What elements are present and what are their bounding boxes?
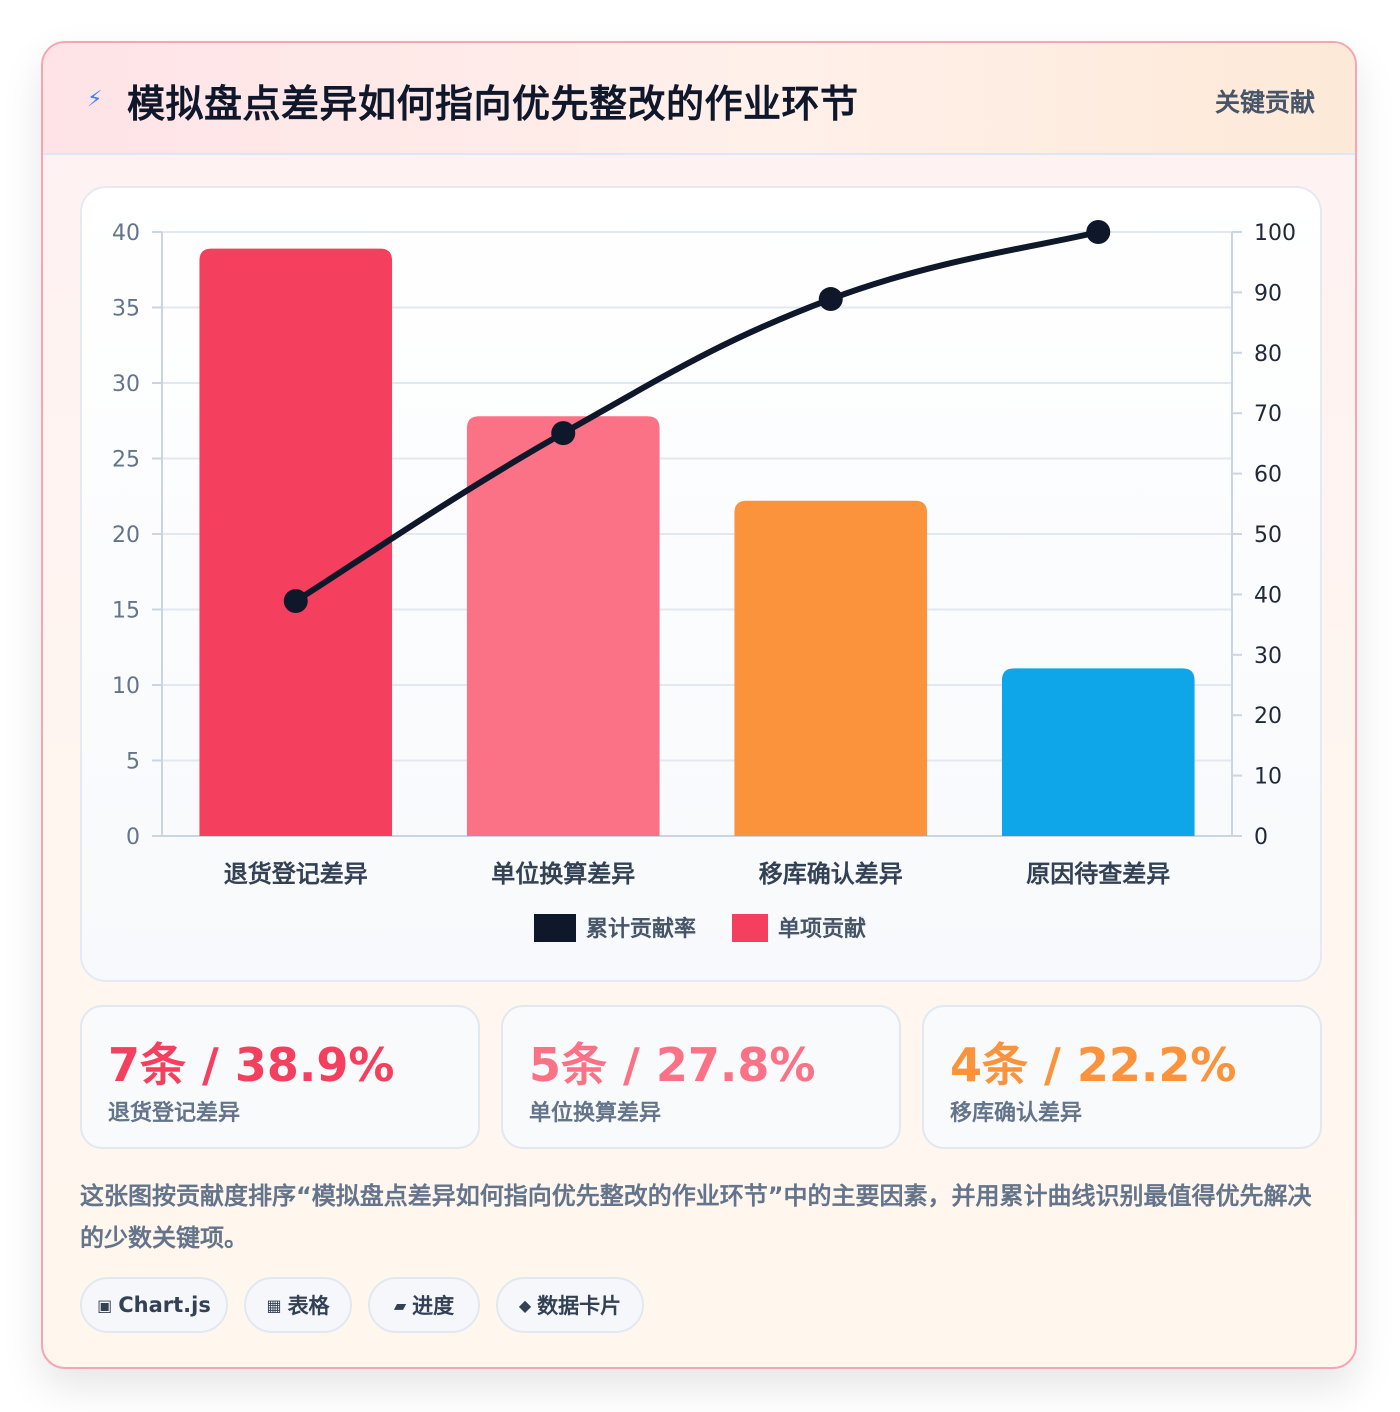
chip-progress[interactable]: ▰ 进度 (368, 1277, 480, 1333)
header-tag: 关键贡献 (1214, 88, 1315, 117)
right-tick-label: 100 (1254, 221, 1296, 246)
chart-icon: ▣ (97, 1295, 113, 1315)
left-tick-label: 5 (126, 750, 140, 775)
left-tick-label: 25 (112, 448, 140, 473)
right-tick-label: 70 (1254, 402, 1282, 427)
x-tick-label: 退货登记差异 (224, 860, 368, 888)
x-tick-label: 原因待查差异 (1026, 860, 1170, 888)
right-tick-label: 30 (1254, 644, 1282, 669)
left-tick-label: 35 (112, 297, 140, 322)
left-tick-label: 10 (112, 674, 140, 699)
cumulative-line (294, 229, 1099, 604)
legend-swatch (732, 914, 768, 942)
left-tick-label: 0 (126, 825, 140, 850)
right-tick-label: 20 (1254, 704, 1282, 729)
stat-label: 单位换算差异 (529, 1101, 662, 1126)
bar (466, 416, 660, 836)
chip-label: Chart.js (118, 1293, 211, 1317)
legend-label: 累计贡献率 (586, 916, 696, 942)
cumulative-point (283, 589, 308, 614)
stat-card-2: 5条 / 27.8% 单位换算差异 (501, 1005, 901, 1149)
pareto-chart: 0 5 10 15 20 25 30 35 40 0 10 20 30 40 50 60 70 80 90 100 退货… (112, 220, 1296, 942)
page-title: 模拟盘点差异如何指向优先整改的作业环节 (127, 82, 859, 126)
card-header: ⚡ 模拟盘点差异如何指向优先整改的作业环节 关键贡献 (43, 43, 1355, 155)
left-tick-label: 30 (112, 372, 140, 397)
left-tick-label: 40 (112, 221, 140, 246)
stat-label: 移库确认差异 (950, 1101, 1083, 1126)
stat-label: 退货登记差异 (108, 1101, 241, 1126)
bar (199, 248, 393, 837)
right-tick-label: 0 (1254, 825, 1268, 850)
left-tick-label: 20 (112, 523, 140, 548)
cumulative-point (551, 421, 576, 446)
cumulative-point (818, 287, 843, 312)
chip-label: 数据卡片 (537, 1294, 622, 1318)
stat-cards: 7条 / 38.9% 退货登记差异 5条 / 27.8% 单位换算差异 4条 /… (80, 1005, 1322, 1149)
data-card-icon: ◆ (518, 1295, 532, 1315)
legend-swatch (534, 914, 576, 942)
table-icon: ▦ (266, 1295, 282, 1315)
stat-value: 4条 / 22.2% (950, 1038, 1237, 1092)
stat-card-3: 4条 / 22.2% 移库确认差异 (922, 1005, 1322, 1149)
progress-icon: ▰ (393, 1295, 407, 1315)
chip-label: 进度 (412, 1294, 455, 1318)
legend-label: 单项贡献 (778, 916, 866, 942)
chip-label: 表格 (287, 1294, 330, 1318)
x-tick-label: 移库确认差异 (759, 860, 903, 888)
report-card: ⚡ 模拟盘点差异如何指向优先整改的作业环节 关键贡献 0 5 10 15 20 25 30 3… (41, 41, 1357, 1369)
right-tick-label: 10 (1254, 765, 1282, 790)
chip-data-card[interactable]: ◆ 数据卡片 (496, 1277, 644, 1333)
chip-table[interactable]: ▦ 表格 (244, 1277, 352, 1333)
x-tick-label: 单位换算差异 (491, 860, 635, 888)
bar (734, 500, 928, 836)
right-tick-label: 50 (1254, 523, 1282, 548)
right-tick-label: 60 (1254, 463, 1282, 488)
chart-description: 这张图按贡献度排序“模拟盘点差异如何指向优先整改的作业环节”中的主要因素，并用累… (80, 1182, 1312, 1252)
right-tick-label: 80 (1254, 342, 1282, 367)
pareto-chart-panel: 0 5 10 15 20 25 30 35 40 0 10 20 30 40 50 60 70 80 90 100 退货… (80, 186, 1322, 982)
bar (1001, 668, 1195, 836)
cumulative-point (1086, 220, 1111, 244)
right-tick-label: 90 (1254, 281, 1282, 306)
left-tick-label: 15 (112, 599, 140, 624)
stat-card-1: 7条 / 38.9% 退货登记差异 (80, 1005, 480, 1149)
right-tick-label: 40 (1254, 583, 1282, 608)
stat-value: 7条 / 38.9% (108, 1038, 395, 1092)
stat-value: 5条 / 27.8% (529, 1038, 816, 1092)
chip-chartjs[interactable]: ▣ Chart.js (80, 1277, 228, 1333)
lightning-icon: ⚡ (87, 87, 103, 112)
